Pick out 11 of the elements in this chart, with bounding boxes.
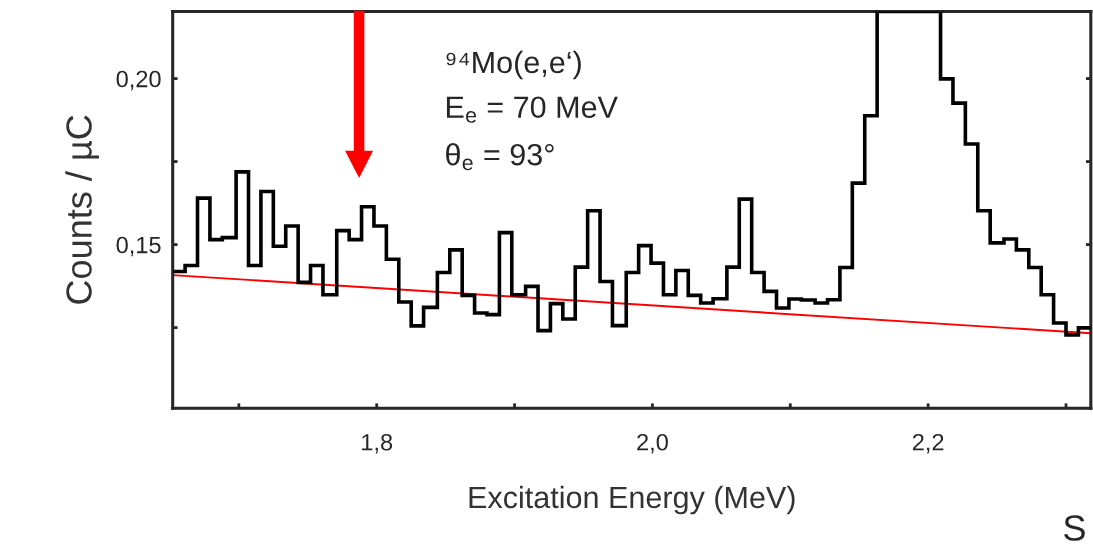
x-axis-title: Excitation Energy (MeV): [469, 485, 795, 515]
annotation: θ$_{e}$ = 93°: [446, 143, 554, 171]
text: S: [1064, 515, 1085, 541]
y-tick-label: 0,15: [116, 236, 161, 257]
x-tick-label: 2,2: [912, 433, 944, 454]
y-tick-label: 0,20: [116, 70, 161, 91]
annotation: E$_{e}$ = 70 MeV: [446, 96, 618, 123]
x-tick-label: 1,8: [362, 433, 393, 454]
annotation: ⁹⁴Mo(e,e‘): [446, 50, 581, 80]
y-axis-title: Counts / µC: [65, 115, 99, 304]
x-tick-label: 2,0: [637, 433, 668, 454]
